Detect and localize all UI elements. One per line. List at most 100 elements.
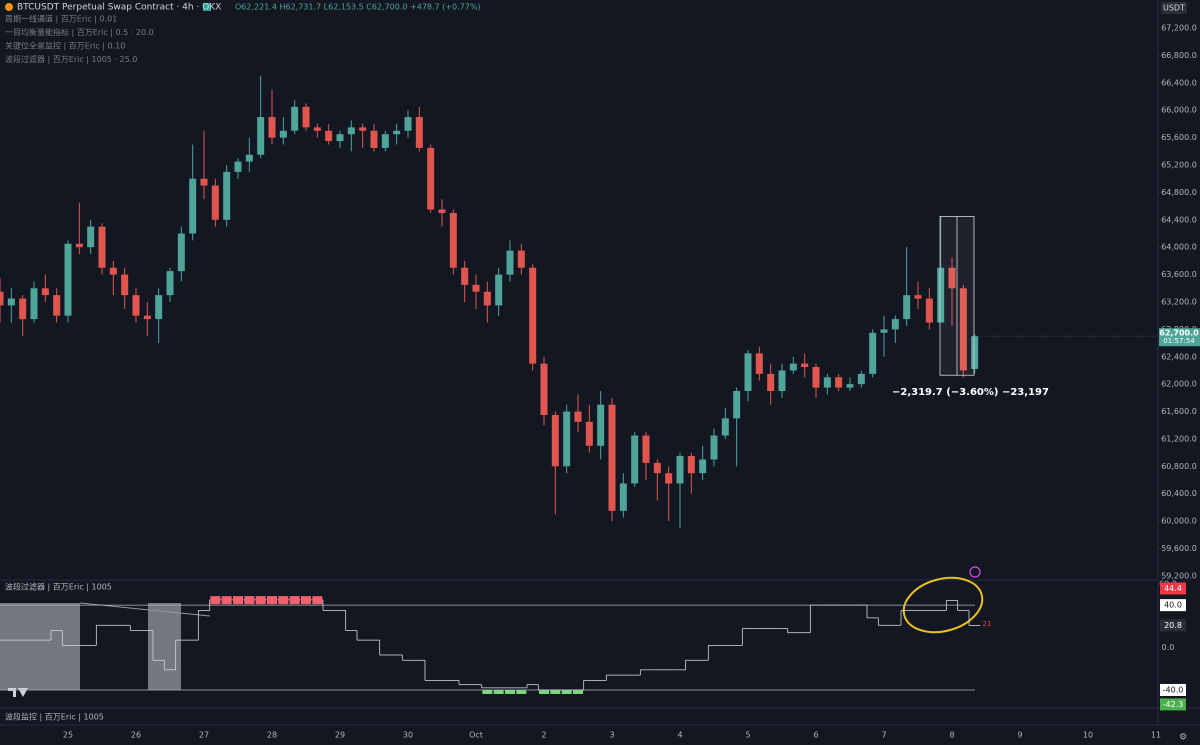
overbought-marker xyxy=(312,596,323,605)
candle-body xyxy=(665,473,673,484)
candle-body xyxy=(744,353,752,392)
candle-body xyxy=(370,130,378,148)
candle-body xyxy=(302,106,310,128)
candle-body xyxy=(472,284,480,292)
symbol-icon xyxy=(5,3,13,11)
date-label: 29 xyxy=(335,731,345,740)
candle-body xyxy=(483,291,491,306)
last-price-label: 62,700.0 xyxy=(1159,329,1199,338)
date-label: 27 xyxy=(199,731,209,740)
candle-body xyxy=(132,295,140,316)
candle-body xyxy=(971,336,979,369)
candle-body xyxy=(415,117,423,148)
candle-body xyxy=(608,404,616,511)
candle-body xyxy=(200,178,208,186)
candle-body xyxy=(325,130,333,142)
candle-body xyxy=(733,391,741,419)
indicator-tick-label: 0.0 xyxy=(1162,643,1175,652)
candle-body xyxy=(767,373,775,392)
oversold-marker xyxy=(539,689,549,694)
candle-body xyxy=(812,367,820,388)
overbought-marker xyxy=(301,596,311,605)
date-label: 3 xyxy=(609,731,614,740)
candle-body xyxy=(0,291,4,306)
last-price-tag xyxy=(1159,328,1200,347)
price-tick-label: 65,600.0 xyxy=(1161,133,1197,142)
candle-body xyxy=(381,134,389,148)
price-tick-label: 64,400.0 xyxy=(1161,215,1197,224)
candle-body xyxy=(87,226,95,248)
candle-body xyxy=(585,421,593,446)
candle-body xyxy=(642,435,650,463)
price-tick-label: 66,800.0 xyxy=(1161,51,1197,60)
candle-body xyxy=(937,267,945,323)
candle-body xyxy=(257,117,265,155)
candle-body xyxy=(597,404,605,446)
date-label: 10 xyxy=(1083,731,1093,740)
candle-body xyxy=(903,295,911,320)
oversold-marker xyxy=(482,689,493,694)
candle-body xyxy=(574,411,582,422)
candle-body xyxy=(279,130,287,138)
price-tick-label: 60,400.0 xyxy=(1161,489,1197,498)
annotation-circle xyxy=(902,576,984,634)
candle-body xyxy=(710,435,718,460)
price-tick-label: 61,200.0 xyxy=(1161,434,1197,443)
candle-body xyxy=(404,117,412,131)
candle-body xyxy=(857,373,865,385)
date-label: 28 xyxy=(267,731,277,740)
value-badge xyxy=(1160,582,1186,595)
measure-label: −2,319.7 (−3.60%) −23,197 xyxy=(892,387,1049,398)
indicator-side-label: 21 xyxy=(983,620,992,628)
price-tick-label: 60,000.0 xyxy=(1161,517,1197,526)
candle-body xyxy=(143,315,151,320)
ohlc-values: O62,221.4 H62,731.7 L62,153.5 C62,700.0 … xyxy=(235,3,481,12)
oversold-marker xyxy=(573,689,583,694)
price-tick-label: 64,800.0 xyxy=(1161,188,1197,197)
value-badge-label: -42.3 xyxy=(1163,700,1184,709)
candle-body xyxy=(7,298,15,306)
candle-body xyxy=(778,370,786,392)
indicator-legend: 一目均衡量能指标 | 百万Eric | 0.5 · 20.0 xyxy=(5,27,154,37)
indicator-zone xyxy=(0,603,80,690)
candle-body xyxy=(699,459,707,474)
oversold-marker xyxy=(516,689,527,694)
candle-body xyxy=(506,250,514,275)
overbought-marker xyxy=(255,596,266,605)
settings-icon[interactable]: ⚙ xyxy=(1179,733,1187,743)
candle-body xyxy=(540,363,548,415)
price-tick-label: 60,800.0 xyxy=(1161,462,1197,471)
candle-body xyxy=(835,377,843,388)
candle-body xyxy=(801,363,809,368)
overbought-marker xyxy=(233,596,243,605)
candle-body xyxy=(529,267,537,364)
candle-body xyxy=(823,377,831,388)
price-tick-label: 64,000.0 xyxy=(1161,243,1197,252)
candle-body xyxy=(75,243,83,248)
overbought-marker xyxy=(267,596,277,605)
value-badge-label: 20.8 xyxy=(1164,621,1182,630)
oversold-marker xyxy=(493,689,504,694)
alert-icon[interactable] xyxy=(969,566,981,578)
candle-body xyxy=(653,462,661,474)
candle-body xyxy=(53,295,61,316)
countdown: 01:57:54 xyxy=(1163,337,1195,345)
date-label: 30 xyxy=(403,731,413,740)
candle-body xyxy=(551,414,559,467)
candle-body xyxy=(495,274,503,306)
date-label: 25 xyxy=(63,731,73,740)
candle-body xyxy=(30,288,38,320)
indicator-legend: 周期一线通道 | 百万Eric | 0.01 xyxy=(5,14,117,24)
oversold-marker xyxy=(505,689,515,694)
candle-body xyxy=(336,134,344,142)
symbol-title: BTCUSDT Perpetual Swap Contract · 4h · O… xyxy=(17,3,221,13)
overbought-marker xyxy=(244,596,255,605)
candle-body xyxy=(461,267,469,285)
indicator-legend: 波段过滤器 | 百万Eric | 1005 · 25.0 xyxy=(5,54,137,64)
candle-body xyxy=(19,298,27,320)
date-label: Oct xyxy=(469,731,483,740)
level-badge xyxy=(1160,683,1186,696)
currency-box[interactable] xyxy=(1161,2,1187,14)
candle-body xyxy=(880,329,888,333)
